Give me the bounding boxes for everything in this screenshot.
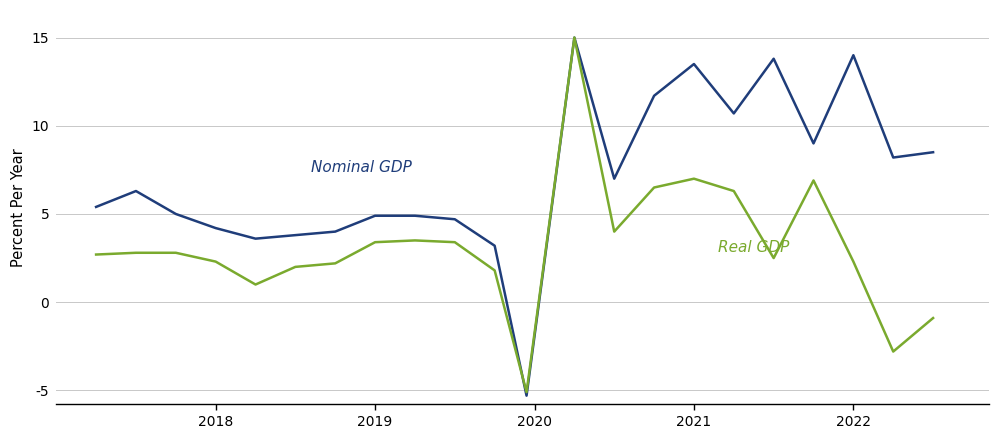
Text: Real GDP: Real GDP — [718, 240, 789, 256]
Y-axis label: Percent Per Year: Percent Per Year — [11, 148, 26, 267]
Text: Nominal GDP: Nominal GDP — [311, 160, 412, 175]
